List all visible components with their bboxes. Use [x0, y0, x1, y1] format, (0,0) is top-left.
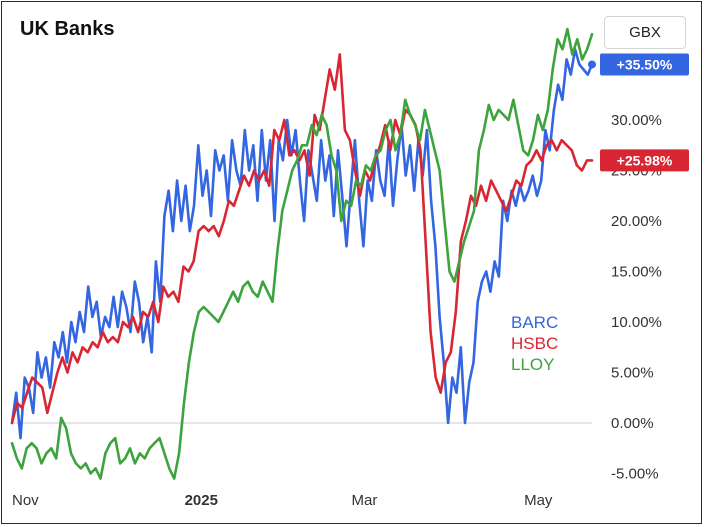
last-value-label: +25.98%	[617, 152, 673, 168]
currency-button[interactable]: GBX	[604, 16, 686, 49]
series-line-hsbc	[10, 53, 594, 425]
y-tick-label: 30.00%	[611, 112, 662, 129]
y-tick-label: 15.00%	[611, 264, 662, 281]
y-tick-label: 20.00%	[611, 213, 662, 230]
series-end-dot-barc	[588, 60, 596, 69]
last-value-badge-barc: +35.50%	[600, 53, 689, 76]
y-tick-label: -5.00%	[611, 466, 659, 483]
legend-entry-lloy: LLOY	[511, 355, 554, 374]
legend-entry-hsbc: HSBC	[511, 334, 558, 353]
legend-entry-barc: BARC	[511, 313, 558, 332]
y-tick-label: 0.00%	[611, 415, 654, 432]
y-tick-label: 5.00%	[611, 365, 654, 382]
series-line-lloy	[10, 27, 594, 480]
chart-title: UK Banks	[20, 18, 115, 40]
x-tick-label: 2025	[185, 492, 218, 509]
x-tick-label: Mar	[352, 492, 378, 509]
x-tick-label: Nov	[12, 492, 39, 509]
x-tick-label: May	[524, 492, 553, 509]
y-tick-label: 10.00%	[611, 314, 662, 331]
last-value-badge-hsbc: +25.98%	[600, 149, 689, 172]
last-value-label: +35.50%	[617, 56, 673, 72]
series-line-barc	[10, 47, 594, 440]
